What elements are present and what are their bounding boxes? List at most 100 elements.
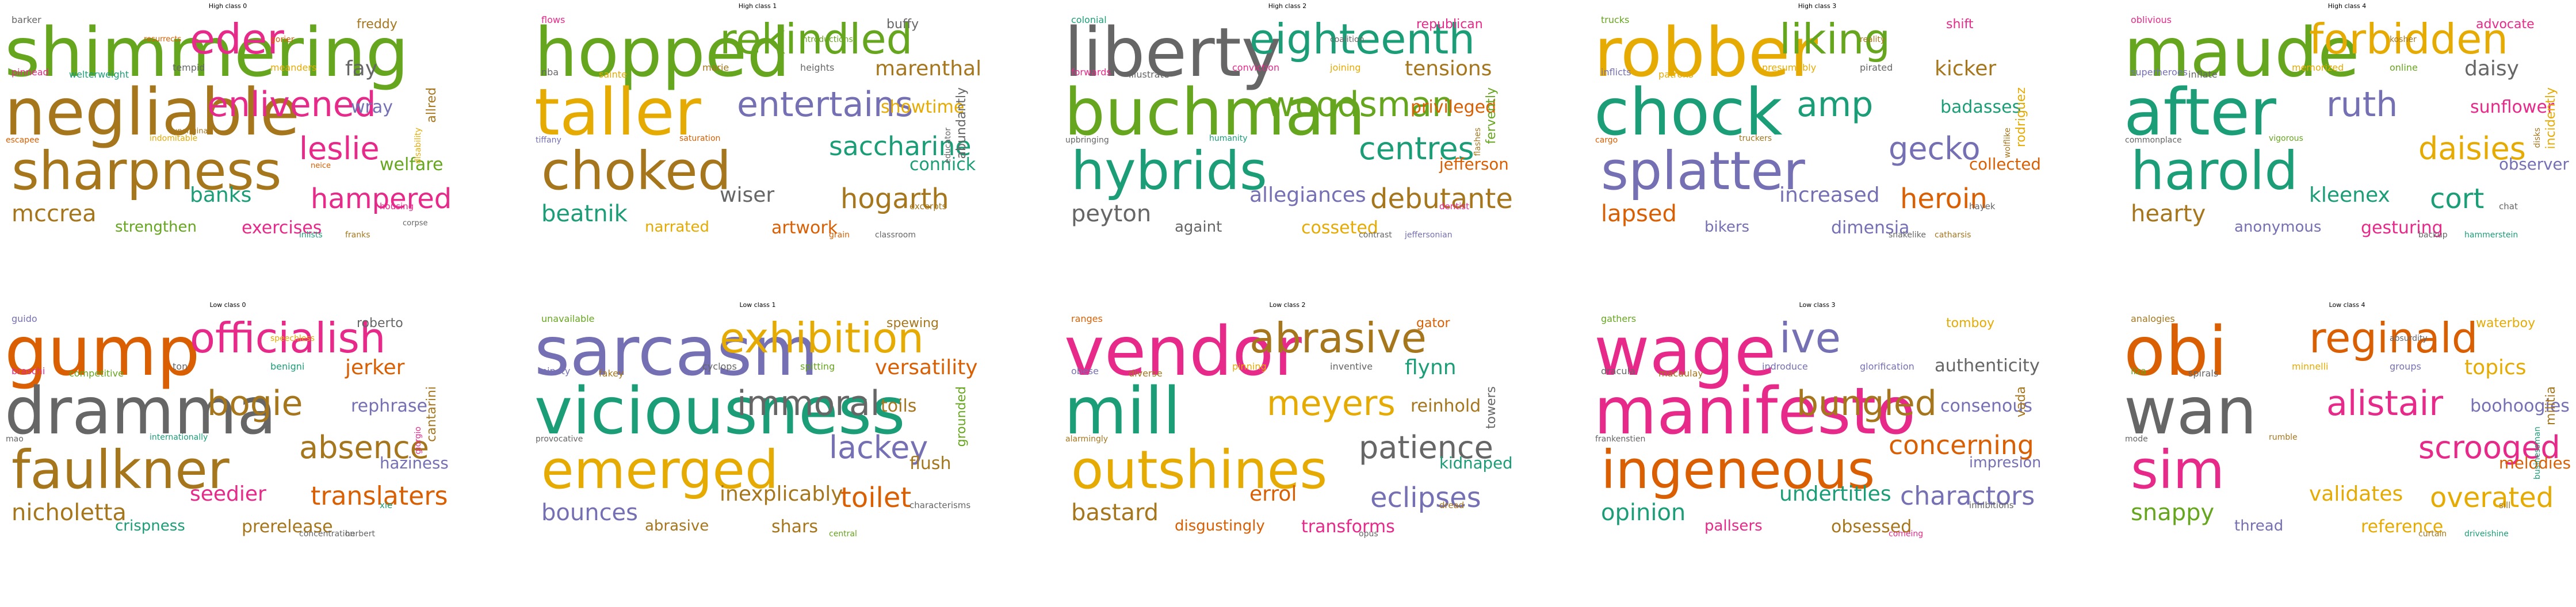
cloud-word: debutante — [1370, 183, 1513, 215]
cloud-word: diverse — [1129, 368, 1163, 379]
cloud-word: welfare — [380, 155, 444, 175]
cloud-word: boohoogies — [2470, 396, 2570, 416]
cloud-word: authenticity — [1935, 356, 2040, 376]
cloud-word: ton — [173, 361, 188, 372]
cloud-word: rumble — [2269, 433, 2298, 442]
cloud-word: entertains — [737, 84, 914, 125]
cloud-word: flush — [909, 454, 951, 474]
cloud-word: obese — [1071, 366, 1099, 377]
cloud-word: againt — [1175, 218, 1222, 236]
cloud-word: narrated — [645, 218, 709, 236]
panel-title: Low class 3 — [1799, 301, 1836, 309]
word-cloud-panel: Low class 3 wage manifesto ingeneous ive bung… — [1589, 299, 2045, 544]
word-cloud-panel: High class 4 maude after harold forbidden rut… — [2119, 0, 2575, 245]
cloud-word: barker — [12, 14, 41, 25]
cloud-word: benigni — [270, 361, 305, 372]
cloud-word: housing — [380, 201, 414, 212]
cloud-word: classroom — [875, 230, 916, 240]
cloud-word: choked — [541, 140, 732, 202]
cloud-word: illustrate — [1129, 69, 1169, 80]
cloud-word: jefferson — [1439, 155, 1509, 174]
cloud-word: comeing — [1889, 529, 1924, 539]
cloud-word: disks — [2533, 128, 2542, 148]
cloud-word: crispness — [115, 517, 185, 535]
cloud-word: incidently — [2544, 87, 2558, 149]
cloud-word: kicker — [1935, 57, 1997, 80]
cloud-word: frankenstien — [1595, 435, 1646, 444]
cloud-word: allegiances — [1249, 183, 1366, 207]
cloud-word: rodriguez — [2014, 87, 2028, 148]
cloud-word: meanders — [270, 62, 317, 73]
cloud-word: scrooged — [2418, 429, 2560, 466]
word-cloud-panel: Low class 0 gump dramma faulkner officialish… — [0, 299, 456, 544]
word-cloud: gump dramma faulkner officialish bogie absenc… — [0, 312, 456, 544]
cloud-word: charactors — [1900, 482, 2035, 511]
cloud-word: robber — [1594, 13, 1818, 92]
cloud-word: dimensia — [1831, 218, 1910, 238]
cloud-word: wage — [1594, 312, 1776, 391]
cloud-word: shift — [1946, 17, 1974, 32]
cloud-word: wray — [351, 97, 393, 117]
cloud-word: central — [829, 529, 857, 539]
cloud-word: analogies — [2131, 313, 2175, 324]
panel-title: Low class 1 — [739, 301, 776, 309]
word-cloud-panel: Low class 2 vendor mill outshines abrasive me… — [1060, 299, 1515, 544]
cloud-word: abrasive — [1249, 314, 1427, 362]
word-cloud: shimmering negliable sharpness eder enlivene… — [0, 13, 456, 245]
cloud-word: rekindled — [720, 15, 913, 63]
cloud-word: lapsed — [1601, 201, 1677, 227]
cloud-word: conviction — [1232, 62, 1280, 73]
cloud-word: fervently — [1484, 87, 1499, 144]
word-cloud-panel: High class 0 shimmering negliable sharpness… — [0, 0, 456, 245]
cloud-word: bungled — [1797, 383, 1937, 424]
cloud-word: tomboy — [1946, 316, 1994, 331]
cloud-word: tempid — [173, 62, 205, 73]
cloud-word: introductions — [800, 35, 853, 44]
cloud-word: amp — [1797, 84, 1874, 125]
cloud-word: oblivious — [2131, 14, 2172, 25]
cloud-word: mill — [1064, 374, 1181, 449]
cloud-word: cort — [2430, 183, 2485, 215]
cloud-word: sarcasm — [534, 312, 819, 391]
cloud-word: ive — [1779, 314, 1841, 362]
cloud-word: backup — [2418, 230, 2448, 240]
cloud-word: seedier — [190, 482, 266, 506]
cloud-word: saturation — [679, 134, 721, 143]
cloud-word: liking — [1779, 15, 1891, 63]
cloud-word: cantarini — [425, 386, 439, 442]
cloud-word: flashes — [1473, 128, 1482, 156]
cloud-word: characterisms — [909, 500, 971, 510]
cloud-word: melodies — [2499, 454, 2571, 472]
cloud-word: sharpness — [12, 140, 282, 202]
cloud-word: haziness — [380, 454, 449, 472]
cloud-word: mccrea — [12, 201, 97, 227]
cloud-word: pinning — [1232, 361, 1267, 372]
word-cloud-panel: Low class 4 obi wan sim reginald alistair scro… — [2119, 299, 2575, 544]
cloud-word: militia — [2544, 386, 2558, 425]
cloud-word: dread — [1439, 500, 1465, 510]
cloud-word: spitting — [800, 361, 835, 372]
cloud-word: hogarth — [840, 183, 949, 215]
cloud-word: hammerstein — [2464, 230, 2518, 240]
panel-title: High class 3 — [1798, 2, 1837, 10]
cloud-word: concerning — [1889, 430, 2034, 460]
cloud-word: rephrase — [351, 396, 427, 416]
cloud-word: ruth — [2326, 84, 2398, 125]
cloud-word: bastard — [1071, 500, 1159, 526]
cloud-word: harold — [2131, 140, 2298, 202]
cloud-word: ingeneous — [1601, 439, 1875, 501]
cloud-word: online — [2390, 62, 2418, 73]
cloud-word: colonial — [1071, 14, 1107, 25]
cloud-word: woodsman — [1267, 84, 1454, 125]
cloud-word: hearty — [2131, 201, 2206, 227]
cloud-word: escapee — [6, 136, 40, 145]
cloud-word: shars — [771, 517, 818, 537]
cloud-word: buchman — [1064, 75, 1366, 150]
cloud-word: tensions — [1405, 57, 1492, 80]
cloud-word: hayek — [1969, 201, 1996, 212]
cloud-word: fay — [345, 57, 378, 80]
cloud-word: liza — [2131, 366, 2147, 377]
cloud-word: alistair — [2326, 383, 2443, 424]
cloud-word: faulkner — [12, 439, 230, 501]
cloud-word: prerelease — [242, 517, 333, 537]
